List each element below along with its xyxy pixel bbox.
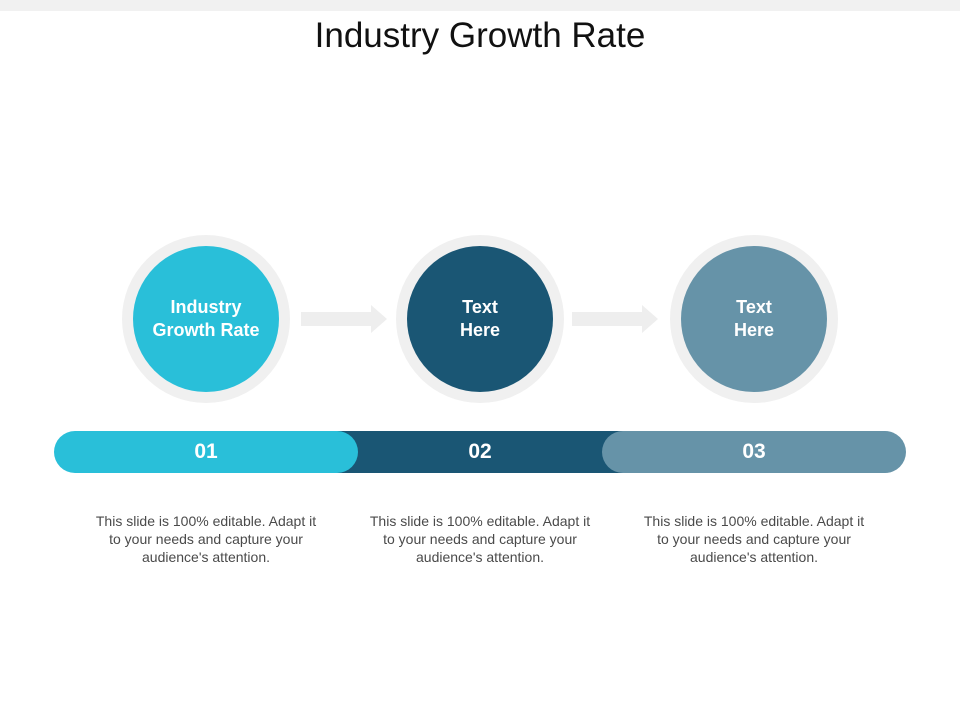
slide-title: Industry Growth Rate [314,16,646,55]
step-2-circle: Text Here [407,246,553,392]
step-2-description: This slide is 100% editable. Adapt it to… [369,513,591,565]
bar-segment-2 [320,431,640,473]
bar-segment-1 [54,431,358,473]
step-3-number: 03 [742,440,766,463]
step-1-description: This slide is 100% editable. Adapt it to… [95,513,317,565]
step-3-description: This slide is 100% editable. Adapt it to… [643,513,865,565]
step-3-circle: Text Here [681,246,827,392]
step-3-circle-label: Text Here [733,297,775,340]
step-1-circle-label: Industry Growth Rate [152,297,260,340]
bar-segment-3 [602,431,906,473]
arrow-right-icon [572,305,658,333]
step-2-number: 02 [468,440,492,463]
step-2-circle-label: Text Here [459,297,501,340]
arrow-right-icon [301,305,387,333]
step-1-number: 01 [194,440,218,463]
top-strip [0,0,960,11]
step-1-circle: Industry Growth Rate [133,246,279,392]
